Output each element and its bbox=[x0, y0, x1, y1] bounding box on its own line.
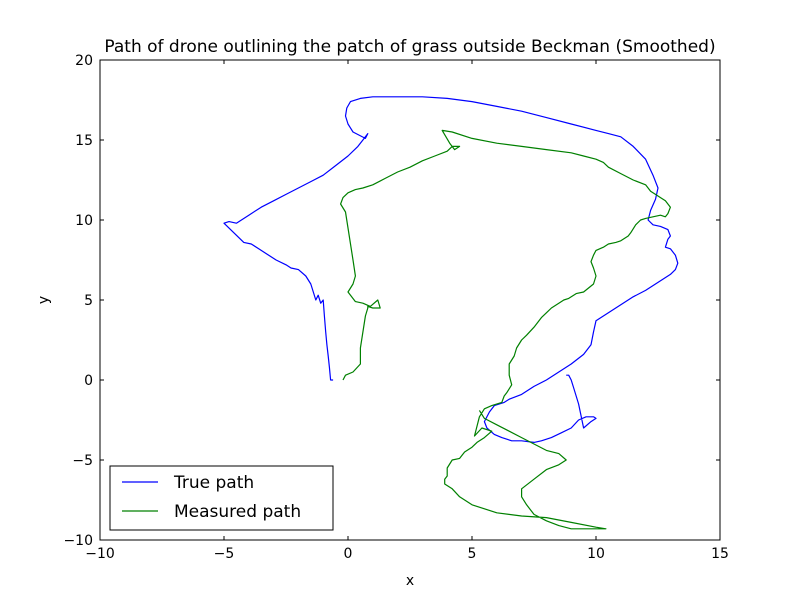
y-tick-label: 10 bbox=[75, 213, 93, 229]
x-axis: −10 −5 0 5 10 15 bbox=[85, 60, 729, 562]
y-tick-label: 20 bbox=[75, 53, 93, 69]
measured-path-line bbox=[340, 129, 672, 530]
x-tick-label: −5 bbox=[214, 546, 235, 562]
y-axis-label: y bbox=[36, 296, 52, 304]
legend-box bbox=[109, 465, 334, 531]
x-tick-label: 10 bbox=[587, 546, 605, 562]
y-tick-label: −10 bbox=[63, 533, 93, 549]
y-tick-label: −5 bbox=[72, 453, 93, 469]
plot-lines bbox=[223, 96, 679, 530]
true-path-line bbox=[223, 96, 679, 443]
legend-label-measured-path: Measured path bbox=[174, 502, 301, 522]
y-tick-label: 15 bbox=[75, 133, 93, 149]
x-tick-label: −10 bbox=[85, 546, 115, 562]
y-axis: −10 −5 0 5 10 15 20 bbox=[63, 53, 720, 549]
x-axis-label: x bbox=[406, 573, 414, 589]
x-tick-label: 0 bbox=[344, 546, 353, 562]
y-tick-label: 5 bbox=[84, 293, 93, 309]
x-tick-label: 15 bbox=[711, 546, 729, 562]
legend-label-true-path: True path bbox=[173, 473, 254, 493]
chart-title: Path of drone outlining the patch of gra… bbox=[104, 37, 715, 57]
x-tick-label: 5 bbox=[468, 546, 477, 562]
legend: True path Measured path bbox=[109, 465, 334, 531]
y-tick-label: 0 bbox=[84, 373, 93, 389]
